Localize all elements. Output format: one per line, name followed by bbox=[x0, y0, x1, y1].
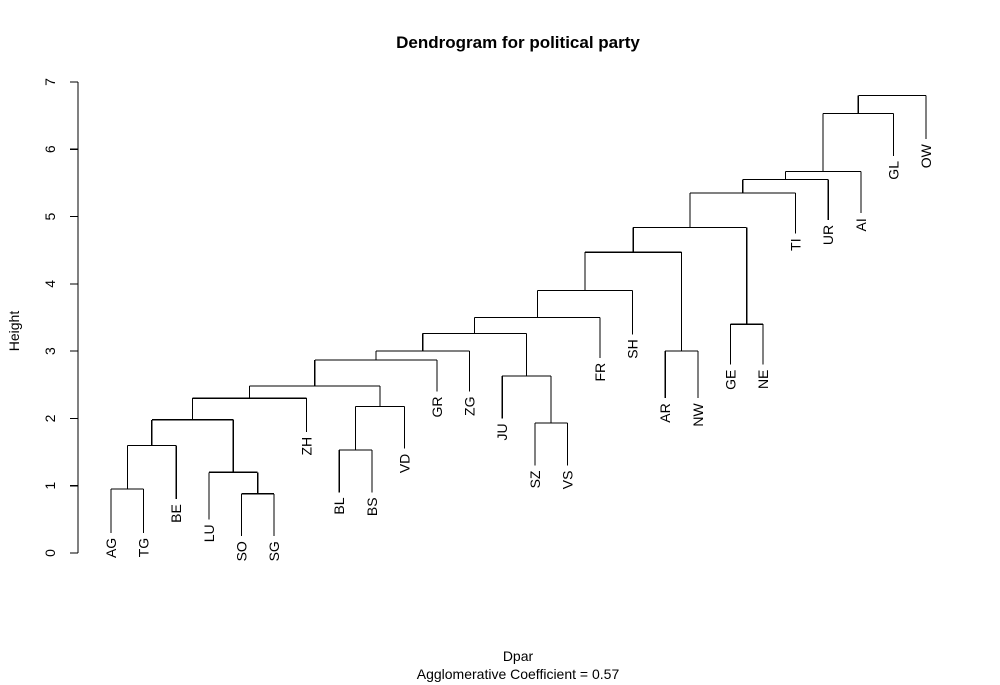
leaf-label-ju: JU bbox=[494, 423, 510, 440]
leaf-label-nw: NW bbox=[690, 402, 706, 426]
y-tick-label: 3 bbox=[42, 347, 58, 355]
y-tick-label: 2 bbox=[42, 414, 58, 422]
leaf-label-zh: ZH bbox=[299, 437, 315, 456]
leaf-labels: AG TG BE LU SO SG ZH BL BS VD GR ZG JU SZ VS FR SH AR NW GE… bbox=[103, 143, 934, 561]
leaf-label-gr: GR bbox=[429, 397, 445, 418]
leaf-label-tg: TG bbox=[136, 538, 152, 557]
leaf-label-be: BE bbox=[168, 504, 184, 523]
leaf-label-bl: BL bbox=[331, 497, 347, 514]
y-tick-label: 1 bbox=[42, 482, 58, 490]
agglomerative-coefficient: Agglomerative Coefficient = 0.57 bbox=[417, 666, 620, 682]
leaf-label-ag: AG bbox=[103, 538, 119, 558]
leaf-label-ne: NE bbox=[755, 370, 771, 389]
leaf-label-vd: VD bbox=[396, 454, 412, 473]
leaf-label-ow: OW bbox=[918, 143, 934, 168]
x-axis-label: Dpar bbox=[503, 648, 534, 664]
y-axis-label: Height bbox=[6, 311, 22, 352]
leaf-label-bs: BS bbox=[364, 497, 380, 516]
leaf-label-sz: SZ bbox=[527, 470, 543, 488]
y-tick-label: 0 bbox=[42, 549, 58, 557]
leaf-label-sg: SG bbox=[266, 541, 282, 561]
leaf-label-ti: TI bbox=[788, 238, 804, 250]
leaf-label-ar: AR bbox=[657, 403, 673, 422]
leaf-label-ge: GE bbox=[722, 370, 738, 390]
leaf-label-vs: VS bbox=[559, 471, 575, 490]
leaf-label-lu: LU bbox=[201, 524, 217, 542]
y-tick-label: 4 bbox=[42, 280, 58, 288]
y-tick-label: 5 bbox=[42, 212, 58, 220]
leaf-label-gl: GL bbox=[885, 161, 901, 180]
y-axis: 0 1 2 3 4 5 6 7 bbox=[42, 78, 79, 557]
y-tick-label: 7 bbox=[42, 78, 58, 86]
leaf-label-so: SO bbox=[233, 541, 249, 561]
leaf-label-ai: AI bbox=[853, 218, 869, 231]
chart-title: Dendrogram for political party bbox=[396, 33, 640, 52]
leaf-label-sh: SH bbox=[625, 339, 641, 358]
dendrogram-branches bbox=[110, 94, 927, 537]
y-tick-label: 6 bbox=[42, 145, 58, 153]
leaf-label-fr: FR bbox=[592, 363, 608, 382]
leaf-label-zg: ZG bbox=[462, 397, 478, 416]
leaf-label-ur: UR bbox=[820, 225, 836, 245]
